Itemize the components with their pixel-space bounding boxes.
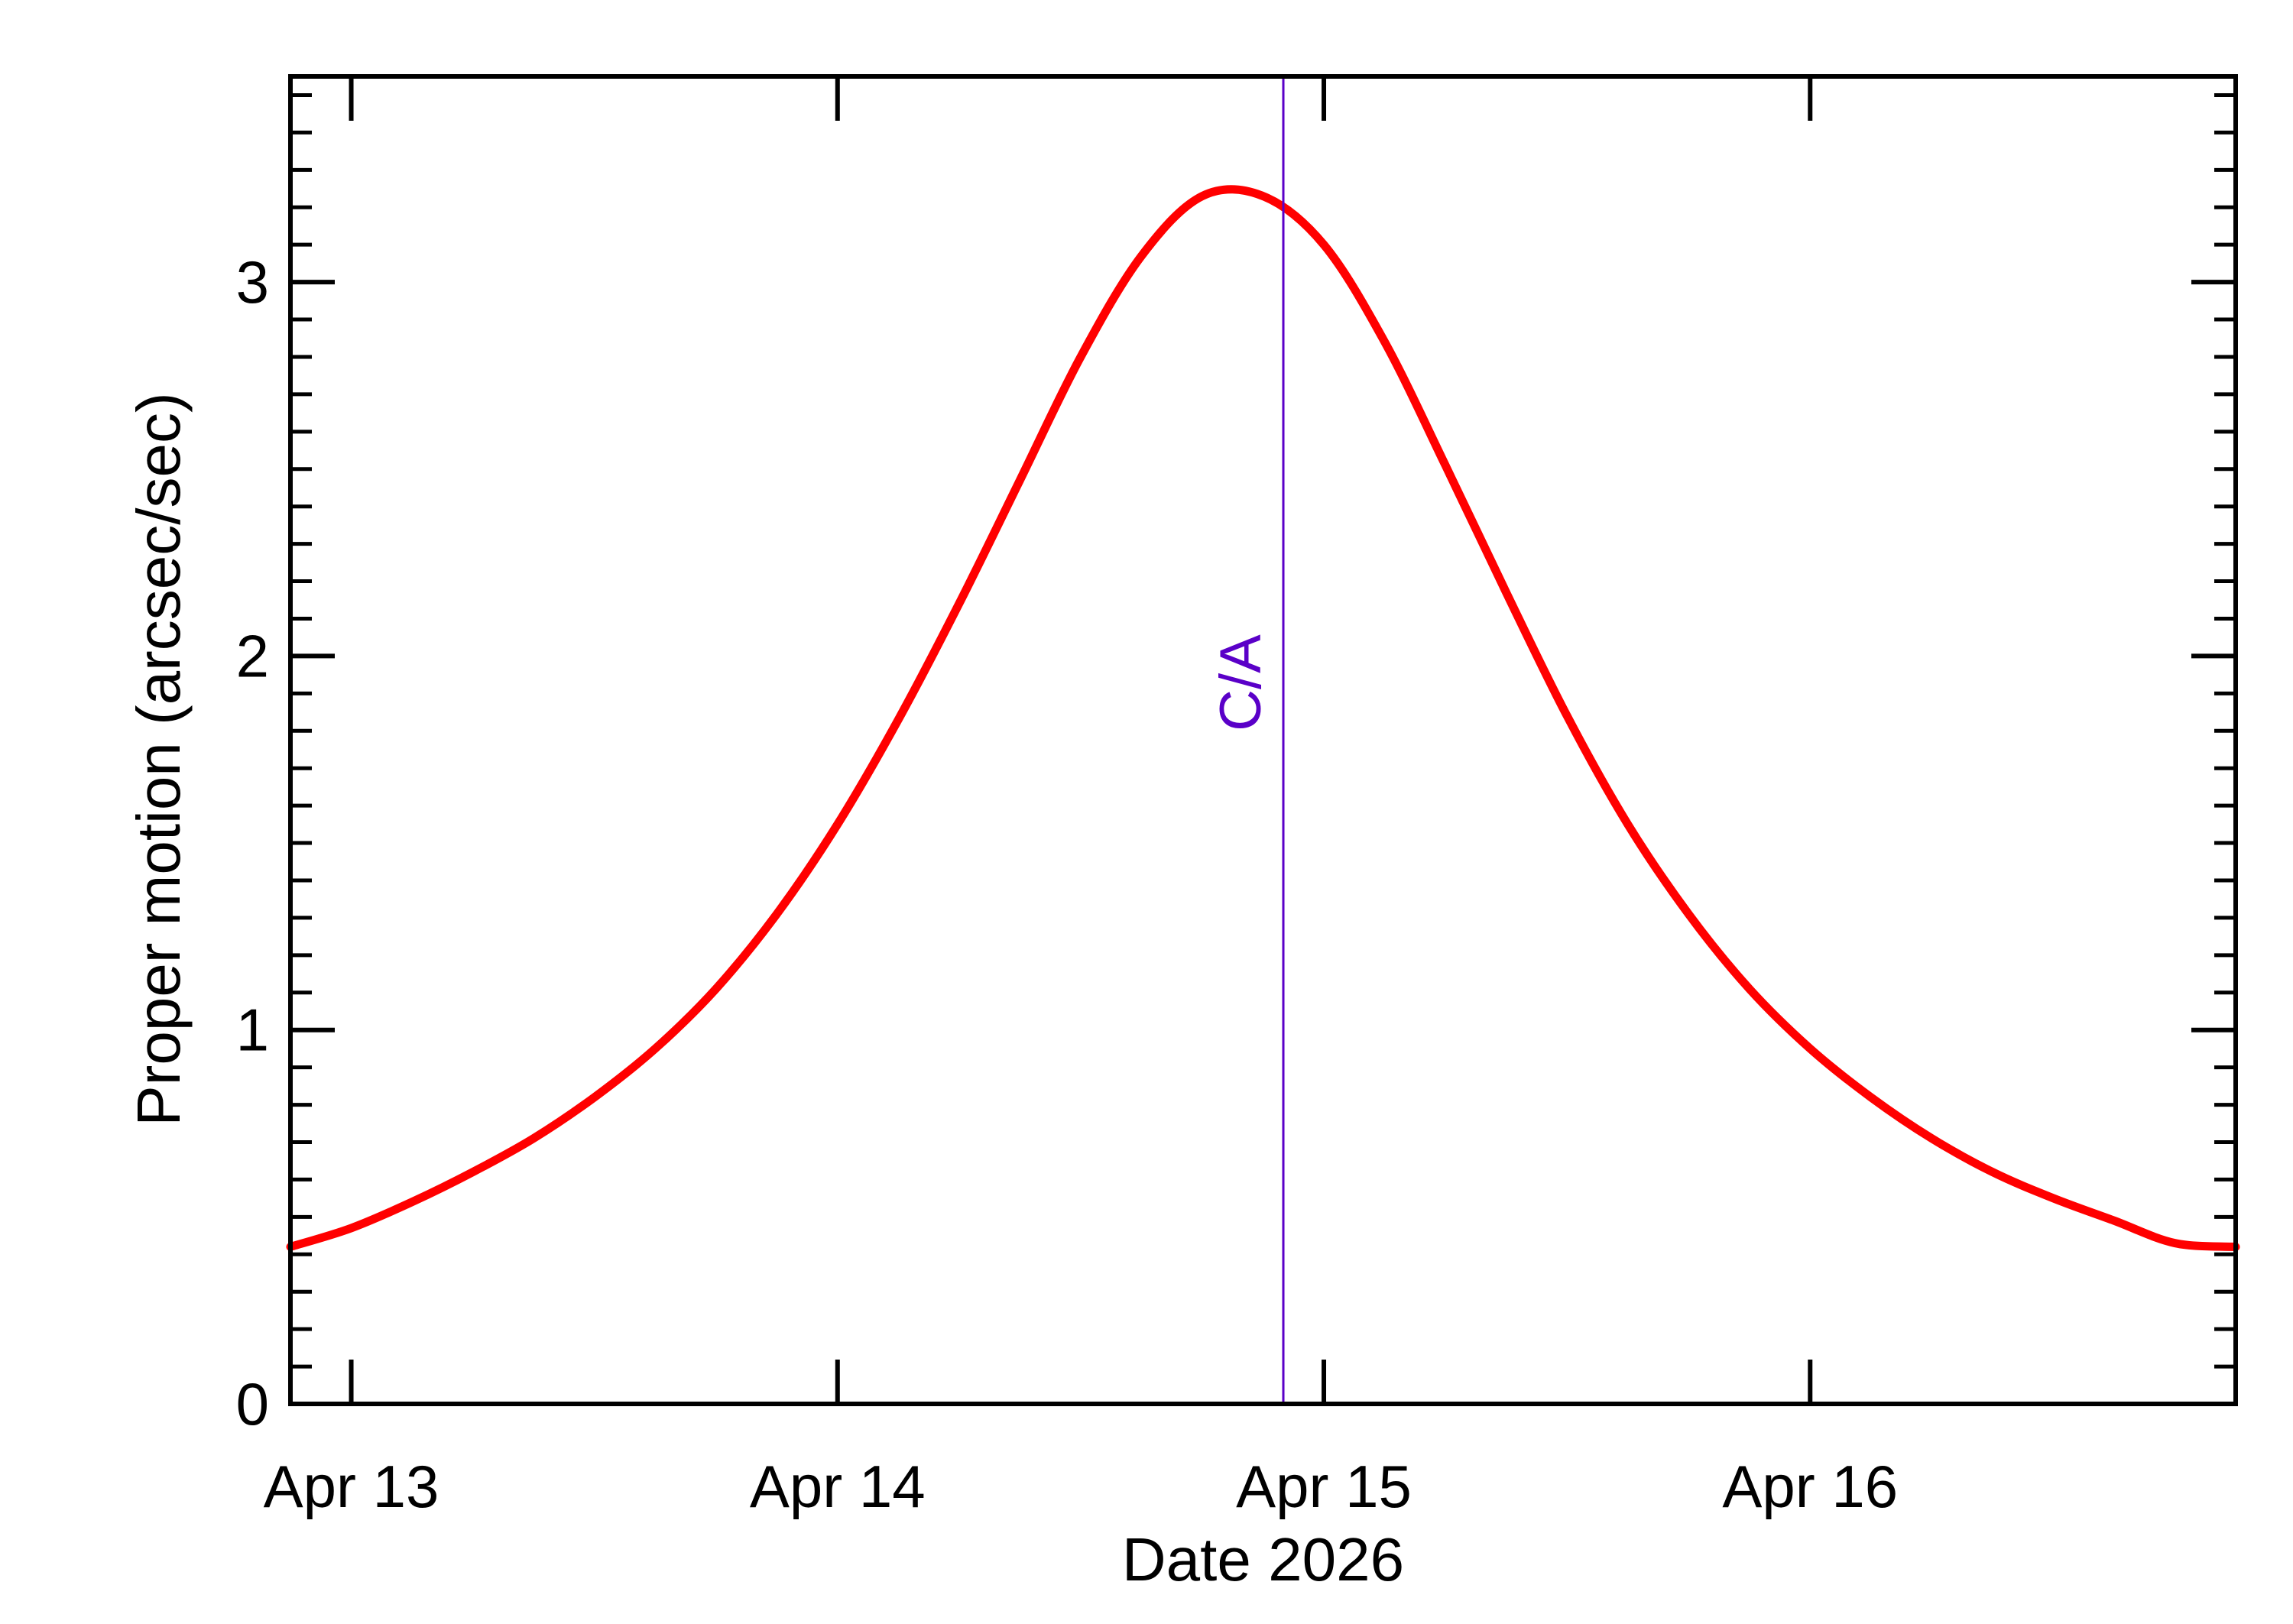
x-tick-labels: Apr 13 Apr 14 Apr 15 Apr 16 bbox=[264, 1453, 1899, 1520]
x-tick-label: Apr 13 bbox=[264, 1453, 439, 1520]
y-axis-title: Proper motion (arcsec/sec) bbox=[125, 392, 193, 1126]
x-tick-label: Apr 16 bbox=[1722, 1453, 1898, 1520]
plot-frame bbox=[288, 74, 2238, 1406]
axis-ticks bbox=[290, 76, 2236, 1406]
y-tick-label: 1 bbox=[236, 997, 269, 1064]
y-tick-label: 0 bbox=[236, 1370, 269, 1438]
y-tick-labels: 0 1 2 3 bbox=[236, 248, 269, 1438]
closest-approach-label: C/A bbox=[1208, 634, 1273, 731]
y-tick-label: 3 bbox=[236, 248, 269, 316]
proper-motion-curve bbox=[286, 185, 2240, 1251]
x-tick-label: Apr 14 bbox=[750, 1453, 926, 1520]
x-axis-title: Date 2026 bbox=[1122, 1525, 1404, 1593]
y-tick-label: 2 bbox=[236, 622, 269, 689]
x-tick-label: Apr 15 bbox=[1236, 1453, 1412, 1520]
